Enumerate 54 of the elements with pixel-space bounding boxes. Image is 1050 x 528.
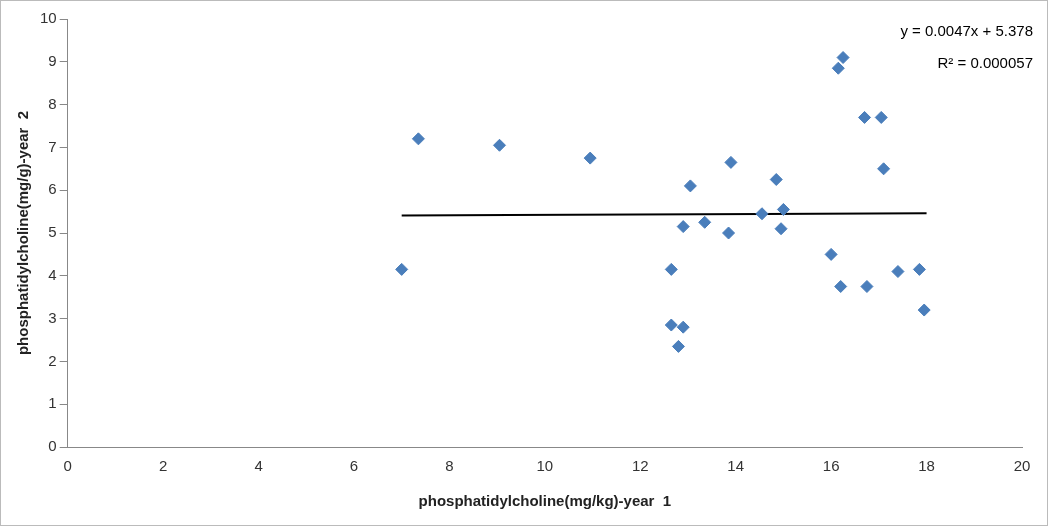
y-tick-label: 9: [48, 51, 57, 69]
point: [834, 280, 848, 293]
point: [860, 280, 874, 293]
y-tick-label: 6: [48, 180, 57, 198]
y-tick-label: 5: [48, 223, 57, 241]
x-tick-label: 16: [822, 457, 840, 475]
point: [917, 303, 931, 317]
y-tick-label: 2: [48, 351, 57, 369]
point: [698, 215, 712, 229]
point: [722, 226, 736, 240]
point: [912, 262, 926, 276]
point: [877, 162, 891, 176]
y-tick-label: 1: [48, 394, 57, 412]
point: [831, 61, 845, 75]
point: [411, 132, 425, 146]
annotation: R² = 0.000057: [936, 53, 1033, 73]
point: [664, 318, 678, 332]
x-tick-label: 10: [536, 457, 554, 475]
x-tick-label: 6: [349, 457, 359, 475]
x-axis-title: phosphatidylcholine(mg/kg)-year 1: [418, 492, 672, 510]
x-tick-label: 2: [158, 457, 168, 475]
point: [676, 320, 690, 334]
annotation: y = 0.0047x + 5.378: [900, 21, 1033, 41]
point: [858, 110, 872, 124]
x-tick-label: 14: [727, 457, 745, 475]
point: [824, 247, 838, 261]
x-tick-label: 4: [254, 457, 263, 475]
y-tick-label: 3: [48, 308, 57, 326]
point: [755, 207, 769, 221]
y-tick-label: 0: [48, 437, 57, 455]
point: [683, 179, 697, 193]
y-tick-label: 8: [48, 94, 57, 112]
point: [836, 51, 850, 65]
point: [769, 173, 783, 186]
point: [676, 220, 690, 234]
x-tick-label: 0: [63, 457, 72, 475]
point: [664, 262, 678, 276]
point: [776, 202, 790, 216]
y-tick-label: 10: [40, 9, 57, 27]
y-tick-label: 4: [48, 265, 57, 283]
point: [493, 138, 507, 152]
point: [774, 222, 788, 236]
x-tick-label: 18: [918, 457, 935, 475]
point: [671, 339, 685, 353]
x-tick-label: 8: [445, 457, 454, 475]
point: [891, 265, 905, 279]
y-tick-label: 7: [48, 137, 57, 155]
point: [583, 151, 597, 165]
x-tick-label: 12: [631, 457, 649, 475]
point: [874, 110, 888, 124]
point: [395, 262, 409, 276]
point: [724, 155, 738, 169]
y-axis-title: phosphatidylcholine(mg/g)-year 2: [14, 110, 32, 356]
x-tick-label: 20: [1013, 457, 1031, 475]
